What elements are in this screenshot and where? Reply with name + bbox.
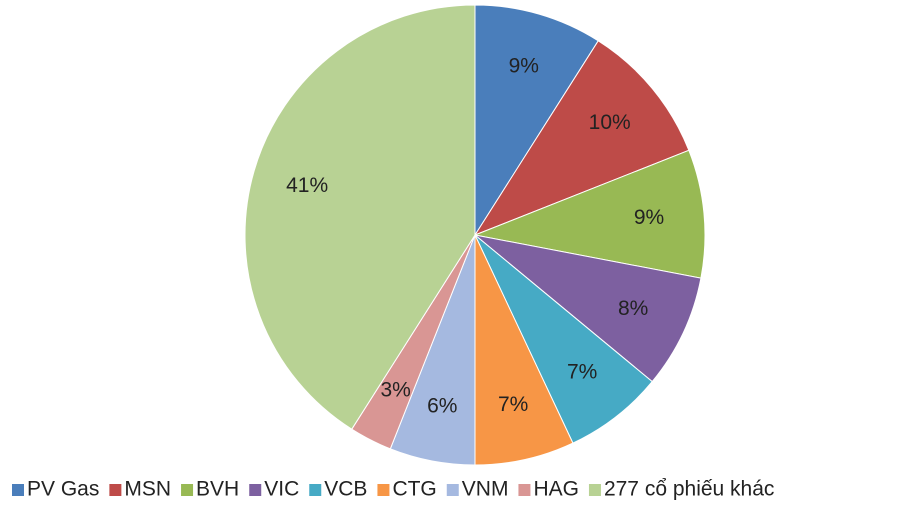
legend-swatch (377, 484, 390, 496)
pie-slice (474, 234, 702, 383)
legend-label: VCB (324, 478, 367, 501)
legend-swatch (249, 484, 262, 496)
pie-slice (244, 4, 476, 430)
slice-label: 9% (634, 206, 664, 229)
slice-label: 7% (498, 393, 528, 416)
pie-slice (474, 234, 574, 466)
pie-slice (474, 4, 599, 237)
slice-label: 6% (427, 394, 457, 417)
slice-label: 7% (567, 361, 597, 384)
legend-label: CTG (392, 478, 436, 501)
legend-label: VNM (462, 478, 509, 501)
slice-label: 8% (618, 297, 648, 320)
legend-swatch (109, 484, 122, 496)
legend-label: MSN (124, 478, 171, 501)
legend-swatch (446, 484, 459, 496)
pie-slice (474, 234, 653, 444)
legend-label: PV Gas (27, 478, 99, 501)
legend-swatch (588, 484, 601, 496)
legend-swatch (181, 484, 194, 496)
slice-label: 10% (589, 111, 631, 134)
legend-label: VIC (264, 478, 299, 501)
legend-label: BVH (196, 478, 239, 501)
legend-label: HAG (533, 478, 579, 501)
legend-swatch (309, 484, 322, 496)
legend-label: 277 cổ phiếu khác (604, 478, 774, 501)
legend-swatch (518, 484, 531, 496)
pie-slice (473, 149, 706, 279)
slice-label: 3% (380, 378, 410, 401)
slice-label: 41% (286, 174, 328, 197)
pie-slice (473, 40, 690, 237)
slice-label: 9% (509, 55, 539, 78)
legend-swatch (12, 484, 24, 496)
